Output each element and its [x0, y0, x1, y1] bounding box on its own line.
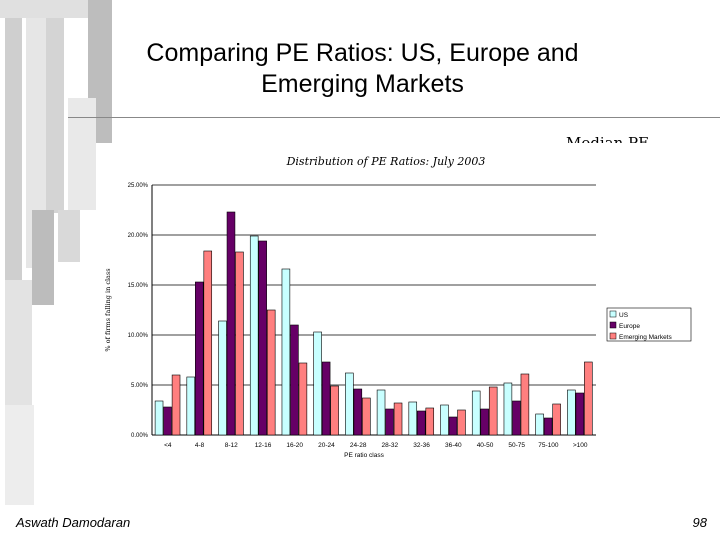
bar-us-10 — [471, 390, 481, 436]
bar-us-13 — [567, 389, 576, 436]
bar-emerging-markets-12 — [552, 403, 561, 436]
x-tick-label: 75-100 — [538, 442, 559, 449]
legend-swatch-0 — [609, 310, 617, 318]
decor-block-9 — [5, 280, 32, 410]
bar-us-8 — [408, 401, 418, 436]
bar-emerging-markets-10 — [488, 386, 498, 436]
x-axis-label: PE ratio class — [344, 452, 384, 458]
legend-label: US — [619, 312, 629, 319]
decor-block-2 — [5, 18, 22, 280]
bar-emerging-markets-11 — [520, 373, 530, 436]
bar-us-3 — [249, 235, 259, 436]
bar-europe-1 — [195, 281, 204, 436]
x-tick-label: 12-16 — [255, 442, 272, 449]
y-tick-label: 25.00% — [128, 183, 149, 189]
bar-emerging-markets-7 — [393, 402, 403, 436]
bar-europe-12 — [543, 417, 553, 436]
chart-container: Distribution of PE Ratios: July 2003 0.00… — [96, 143, 704, 458]
bar-emerging-markets-2 — [235, 251, 244, 436]
decor-block-7 — [32, 210, 54, 305]
x-tick-label: 16-20 — [286, 442, 303, 449]
slide-title-line-2: Emerging Markets — [261, 70, 464, 98]
pe-distribution-chart: Distribution of PE Ratios: July 2003 0.00… — [104, 155, 692, 458]
x-tick-label: 32-36 — [413, 442, 430, 449]
bar-emerging-markets-9 — [457, 409, 466, 436]
bar-us-0 — [154, 400, 164, 436]
bar-emerging-markets-1 — [203, 250, 213, 436]
bar-europe-0 — [163, 406, 172, 436]
x-tick-label: 40-50 — [477, 442, 494, 449]
bar-europe-6 — [353, 388, 363, 436]
decor-block-8 — [58, 210, 80, 262]
legend-label: Europe — [619, 323, 640, 330]
y-tick-label: 5.00% — [131, 383, 149, 389]
decor-block-1 — [0, 0, 112, 18]
bar-europe-8 — [417, 410, 426, 436]
bar-europe-13 — [575, 392, 585, 436]
x-tick-label: 20-24 — [318, 442, 335, 449]
x-tick-label: 8-12 — [225, 442, 238, 449]
y-tick-label: 0.00% — [131, 433, 149, 439]
bar-emerging-markets-3 — [266, 309, 276, 436]
bar-europe-11 — [512, 400, 521, 436]
chart-title: Distribution of PE Ratios: July 2003 — [286, 155, 486, 168]
bar-us-6 — [345, 372, 354, 436]
y-tick-label: 10.00% — [128, 333, 149, 339]
legend-box — [606, 307, 692, 342]
x-tick-label: 28-32 — [382, 442, 399, 449]
legend-swatch-1 — [609, 321, 617, 329]
bar-emerging-markets-8 — [425, 407, 435, 436]
bar-europe-3 — [258, 240, 267, 436]
bar-emerging-markets-13 — [584, 361, 593, 436]
decor-block-6 — [68, 98, 96, 210]
decor-block-10 — [5, 405, 34, 505]
slide-title-line-1: Comparing PE Ratios: US, Europe and — [146, 39, 579, 67]
x-tick-label: 24-28 — [350, 442, 367, 449]
decor-block-4 — [46, 18, 64, 213]
decor-block-3 — [26, 18, 48, 268]
bar-us-2 — [218, 320, 227, 436]
author-name: Aswath Damodaran — [16, 515, 131, 530]
bar-europe-5 — [321, 361, 331, 436]
y-tick-label: 15.00% — [128, 283, 149, 289]
x-tick-label: <4 — [164, 442, 172, 449]
y-tick-label: 20.00% — [128, 233, 149, 239]
x-tick-label: >100 — [573, 442, 588, 449]
x-tick-label: 50-75 — [508, 442, 525, 449]
x-tick-label: 36-40 — [445, 442, 462, 449]
bar-us-4 — [281, 268, 291, 436]
bar-us-9 — [440, 404, 449, 436]
bar-us-5 — [313, 331, 322, 436]
bar-europe-7 — [385, 408, 394, 436]
title-divider — [68, 117, 720, 118]
cropped-median-pe-text: Median PE ... — [566, 134, 669, 144]
legend-label: Emerging Markets — [619, 334, 672, 341]
bar-europe-9 — [448, 416, 458, 436]
bar-emerging-markets-5 — [330, 385, 339, 436]
bar-emerging-markets-6 — [362, 397, 371, 436]
bar-emerging-markets-4 — [298, 362, 308, 436]
y-axis-label: % of firms falling in class — [104, 268, 112, 351]
bar-europe-2 — [226, 211, 236, 436]
bar-emerging-markets-0 — [171, 374, 181, 436]
x-tick-label: 4-8 — [195, 442, 205, 449]
bar-us-1 — [186, 376, 196, 436]
legend-swatch-2 — [609, 332, 617, 340]
slide-title: Comparing PE Ratios: US, Europe and Emer… — [95, 38, 630, 100]
bar-europe-10 — [480, 408, 489, 436]
page-number: 98 — [692, 515, 707, 530]
bar-us-11 — [503, 382, 513, 436]
bar-us-12 — [535, 413, 544, 436]
bar-us-7 — [376, 389, 386, 436]
bar-europe-4 — [290, 324, 299, 436]
